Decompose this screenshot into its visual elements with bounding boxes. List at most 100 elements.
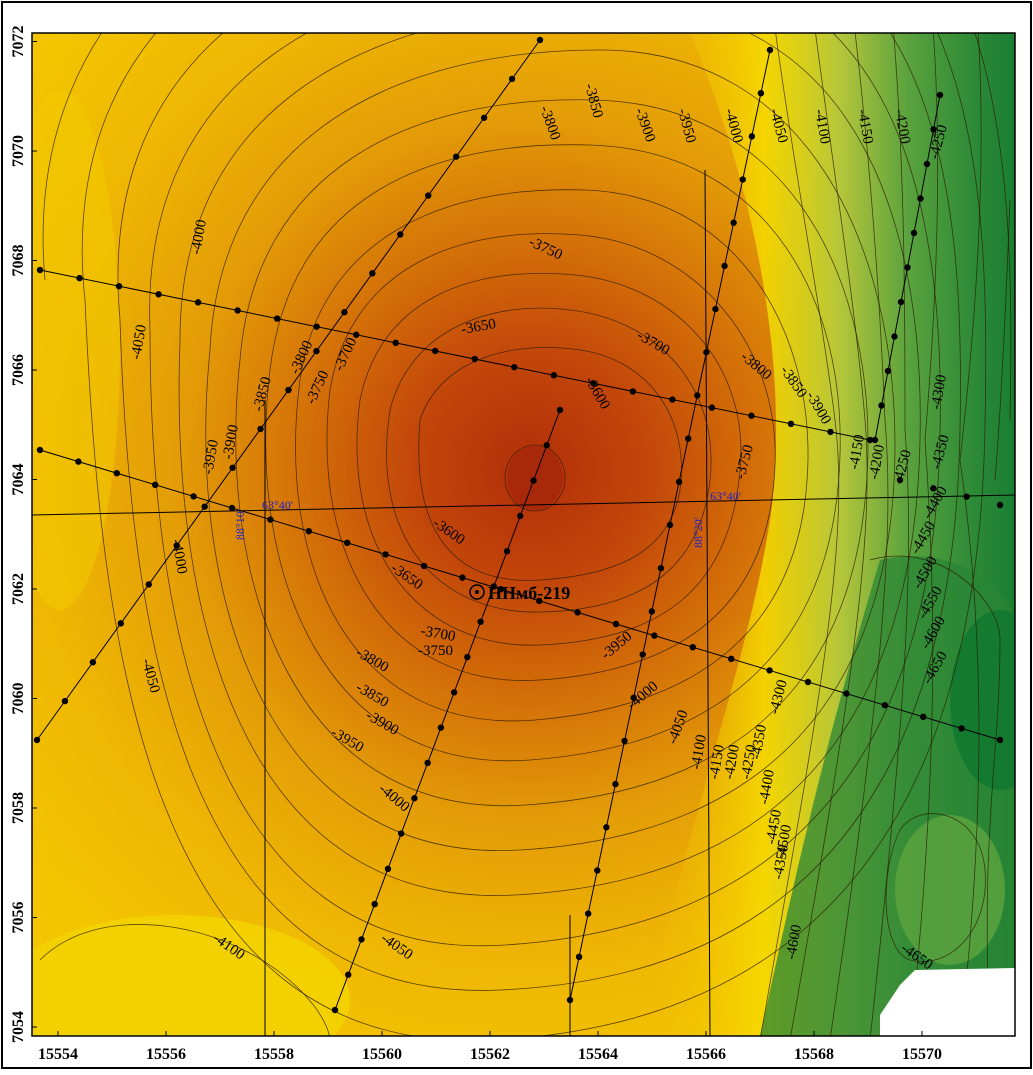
shot-point: [75, 458, 82, 465]
shot-point: [689, 644, 696, 651]
shot-point: [996, 501, 1004, 509]
well-marker[interactable]: [469, 584, 485, 600]
seismic-line-4: [334, 409, 561, 1011]
shot-point: [382, 551, 389, 558]
shot-point: [669, 396, 676, 403]
y-tick-label: 7070: [10, 135, 27, 167]
shot-point: [621, 737, 628, 745]
shot-point: [530, 477, 537, 484]
shot-point: [425, 192, 432, 199]
shot-point: [234, 307, 241, 314]
y-axis: 7054 7056 7058 7060 7062 7064 7066 7068 7070 7072: [10, 26, 37, 1043]
shot-point: [739, 176, 746, 183]
shot-point: [590, 380, 597, 387]
shot-point: [639, 651, 646, 658]
shot-point: [881, 702, 888, 709]
southwest-high: [32, 915, 350, 1036]
contour-label: -3900: [220, 423, 242, 460]
shot-point: [477, 618, 484, 625]
shot-point: [843, 690, 850, 697]
shot-point: [766, 46, 774, 54]
shot-point: [397, 830, 405, 837]
shot-point: [511, 363, 518, 371]
shot-point: [651, 632, 658, 639]
shot-point: [145, 581, 152, 588]
contour-label: -4600: [783, 923, 805, 960]
shot-point: [594, 867, 601, 874]
x-tick-label: 15562: [470, 1046, 510, 1063]
shot-point: [344, 539, 351, 546]
shot-point: [712, 305, 719, 313]
lon-label-left: 88°10': [233, 509, 247, 540]
shot-point: [313, 347, 320, 355]
shot-point: [648, 608, 656, 615]
shot-point: [257, 425, 264, 433]
contour-lines: [39, 33, 1012, 1036]
deepest-zone: [950, 610, 1015, 790]
x-tick-label: 15568: [794, 1046, 834, 1063]
y-tick-label: 7060: [10, 683, 27, 715]
shot-point: [392, 339, 399, 347]
shot-point: [728, 655, 735, 662]
shot-point: [666, 521, 674, 529]
shot-point: [657, 564, 665, 572]
well-circle-icon: [469, 584, 485, 600]
contour-label: -4400: [756, 768, 778, 805]
plot-border: [31, 32, 1016, 1037]
shot-point: [352, 331, 360, 338]
shot-point: [497, 586, 504, 593]
contour-label: -3950: [200, 438, 222, 475]
shot-point: [424, 759, 431, 767]
shot-point: [459, 574, 466, 581]
contour-label: -4200: [866, 443, 888, 480]
shot-point: [629, 388, 637, 395]
shot-points: [33, 36, 1004, 1014]
y-tick-label: 7072: [10, 26, 27, 58]
shot-point: [757, 89, 765, 97]
shot-point: [305, 528, 312, 535]
shot-point: [36, 266, 44, 274]
contour-label: -4200: [721, 743, 743, 780]
shot-point: [508, 75, 516, 83]
shot-point: [878, 402, 885, 409]
contour-label: -4050: [128, 323, 150, 360]
shot-point: [896, 476, 904, 484]
lat-label-left: 63°40': [262, 498, 293, 512]
shot-point: [550, 372, 558, 379]
well-dot-icon: [475, 590, 479, 594]
well-label: ННмб-219: [488, 583, 570, 603]
latitude-line: [32, 494, 1015, 516]
shot-point: [827, 428, 834, 436]
x-tick-label: 15560: [362, 1046, 402, 1063]
shot-point: [630, 694, 637, 701]
shot-point: [437, 724, 445, 731]
x-tick-label: 15564: [578, 1046, 618, 1063]
shot-point: [930, 485, 937, 492]
shot-point: [480, 114, 488, 121]
lat-label-right: 63°40': [710, 489, 741, 503]
shot-point: [930, 126, 937, 133]
shot-point: [341, 309, 348, 316]
shot-point: [471, 355, 478, 363]
x-tick-label: 15566: [686, 1046, 726, 1063]
contour-label: -4500: [773, 823, 795, 860]
shot-point: [490, 583, 498, 590]
shot-point: [904, 264, 911, 271]
shot-point: [748, 412, 755, 419]
shot-point: [787, 420, 795, 428]
shot-point: [543, 442, 550, 449]
x-axis: 15554 15556 15558 15560 15562 15564 15566 15568…: [38, 1031, 942, 1063]
shot-point: [464, 653, 471, 661]
shot-point: [721, 262, 728, 270]
y-tick-label: 7056: [10, 902, 27, 934]
shot-point: [936, 91, 944, 99]
shot-point: [384, 865, 392, 873]
shot-point: [804, 678, 812, 686]
shot-point: [61, 697, 69, 705]
shot-point: [920, 713, 927, 720]
contour-label: -4250: [738, 743, 760, 780]
y-tick-label: 7062: [10, 573, 27, 605]
shot-point: [190, 493, 197, 500]
shot-point: [155, 291, 162, 298]
